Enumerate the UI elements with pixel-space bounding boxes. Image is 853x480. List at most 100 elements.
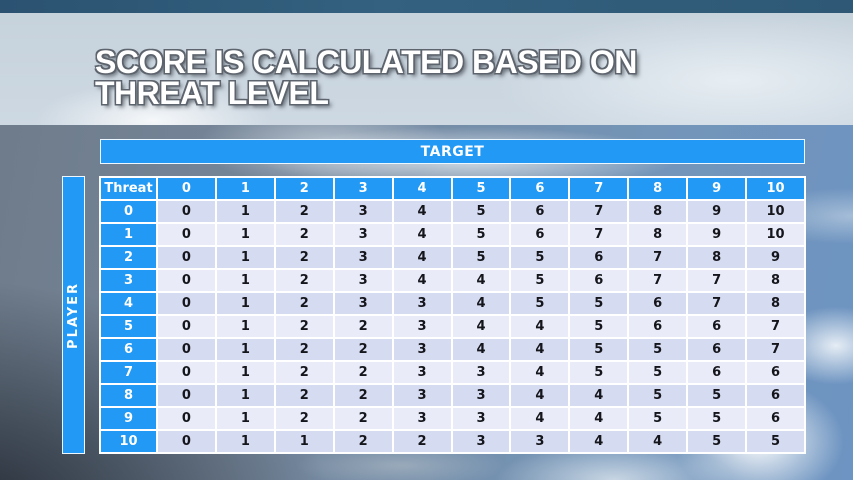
score-cell: 4 [393, 270, 451, 291]
score-cell: 3 [334, 224, 392, 245]
score-cell: 6 [688, 362, 746, 383]
score-cell: 5 [570, 339, 628, 360]
score-cell: 5 [570, 316, 628, 337]
row-header-9: 9 [101, 408, 156, 429]
score-cell: 1 [275, 431, 333, 452]
score-cell: 6 [629, 316, 687, 337]
target-axis-label: TARGET [420, 143, 485, 160]
score-cell: 7 [570, 224, 628, 245]
score-cell: 2 [334, 362, 392, 383]
col-header-10: 10 [747, 178, 804, 199]
title-banner: SCORE IS CALCULATED BASED ON THREAT LEVE… [0, 13, 853, 125]
row-header-4: 4 [101, 293, 156, 314]
score-cell: 4 [570, 431, 628, 452]
score-cell: 2 [334, 431, 392, 452]
row-header-6: 6 [101, 339, 156, 360]
score-cell: 3 [334, 293, 392, 314]
score-cell: 4 [511, 316, 569, 337]
score-cell: 5 [629, 339, 687, 360]
score-cell: 8 [629, 224, 687, 245]
score-cell: 4 [629, 431, 687, 452]
score-cell: 0 [158, 362, 215, 383]
score-cell: 4 [393, 201, 451, 222]
matrix-body: 0 0 1 2 3 4 5 6 7 8 9 10 1 0 1 2 3 4 5 6 7 8 9 10 2 0 1 2 3 4 5 5 6 7 8 9 3 0… [101, 201, 804, 452]
score-cell: 7 [747, 316, 804, 337]
score-cell: 3 [393, 385, 451, 406]
score-cell: 8 [747, 293, 804, 314]
score-cell: 0 [158, 339, 215, 360]
score-cell: 9 [747, 247, 804, 268]
row-header-7: 7 [101, 362, 156, 383]
score-cell: 2 [275, 339, 333, 360]
score-cell: 0 [158, 247, 215, 268]
col-header-8: 8 [629, 178, 687, 199]
top-accent-strip [0, 0, 853, 13]
score-cell: 5 [452, 224, 510, 245]
row-header-10: 10 [101, 431, 156, 452]
score-cell: 10 [747, 201, 804, 222]
score-cell: 0 [158, 224, 215, 245]
score-cell: 5 [629, 385, 687, 406]
score-cell: 1 [216, 247, 274, 268]
score-cell: 3 [452, 362, 510, 383]
score-cell: 2 [334, 385, 392, 406]
score-cell: 0 [158, 201, 215, 222]
score-cell: 0 [158, 408, 215, 429]
matrix-header-row: Threat 0 1 2 3 4 5 6 7 8 9 10 [101, 178, 804, 199]
score-cell: 7 [688, 270, 746, 291]
score-cell: 2 [275, 270, 333, 291]
score-cell: 4 [452, 293, 510, 314]
score-cell: 4 [570, 408, 628, 429]
score-cell: 4 [570, 385, 628, 406]
score-cell: 5 [452, 247, 510, 268]
score-cell: 4 [452, 270, 510, 291]
score-cell: 8 [688, 247, 746, 268]
score-cell: 4 [511, 362, 569, 383]
score-cell: 5 [511, 270, 569, 291]
score-cell: 3 [452, 431, 510, 452]
score-cell: 10 [747, 224, 804, 245]
score-cell: 3 [334, 270, 392, 291]
slide-title-line1: SCORE IS CALCULATED BASED ON [95, 44, 637, 80]
score-cell: 0 [158, 316, 215, 337]
col-header-0: 0 [158, 178, 215, 199]
score-cell: 1 [216, 224, 274, 245]
score-cell: 6 [511, 201, 569, 222]
score-cell: 5 [511, 247, 569, 268]
player-axis-header: PLAYER [62, 176, 85, 454]
score-cell: 4 [452, 339, 510, 360]
score-cell: 2 [334, 408, 392, 429]
score-cell: 8 [747, 270, 804, 291]
col-header-9: 9 [688, 178, 746, 199]
score-cell: 1 [216, 431, 274, 452]
score-cell: 2 [275, 201, 333, 222]
score-cell: 7 [570, 201, 628, 222]
score-cell: 6 [747, 385, 804, 406]
score-cell: 4 [393, 224, 451, 245]
corner-cell-threat: Threat [101, 178, 156, 199]
score-cell: 6 [747, 362, 804, 383]
score-cell: 3 [393, 316, 451, 337]
score-cell: 3 [511, 431, 569, 452]
score-cell: 7 [629, 247, 687, 268]
score-cell: 3 [334, 201, 392, 222]
score-matrix-table: Threat 0 1 2 3 4 5 6 7 8 9 10 0 0 1 2 3 4 5 6 7 8 9 10 1 0 1 2 3 4 5… [99, 176, 806, 454]
score-cell: 5 [511, 293, 569, 314]
score-cell: 1 [216, 201, 274, 222]
col-header-4: 4 [393, 178, 451, 199]
score-cell: 2 [275, 385, 333, 406]
score-cell: 2 [334, 316, 392, 337]
col-header-7: 7 [570, 178, 628, 199]
slide-title-line2: THREAT LEVEL [95, 75, 329, 111]
row-header-8: 8 [101, 385, 156, 406]
matrix-row-1: 1 0 1 2 3 4 5 6 7 8 9 10 [101, 224, 804, 245]
score-cell: 5 [570, 362, 628, 383]
score-cell: 2 [393, 431, 451, 452]
score-cell: 1 [216, 293, 274, 314]
score-cell: 2 [275, 408, 333, 429]
score-cell: 5 [629, 362, 687, 383]
score-cell: 5 [452, 201, 510, 222]
